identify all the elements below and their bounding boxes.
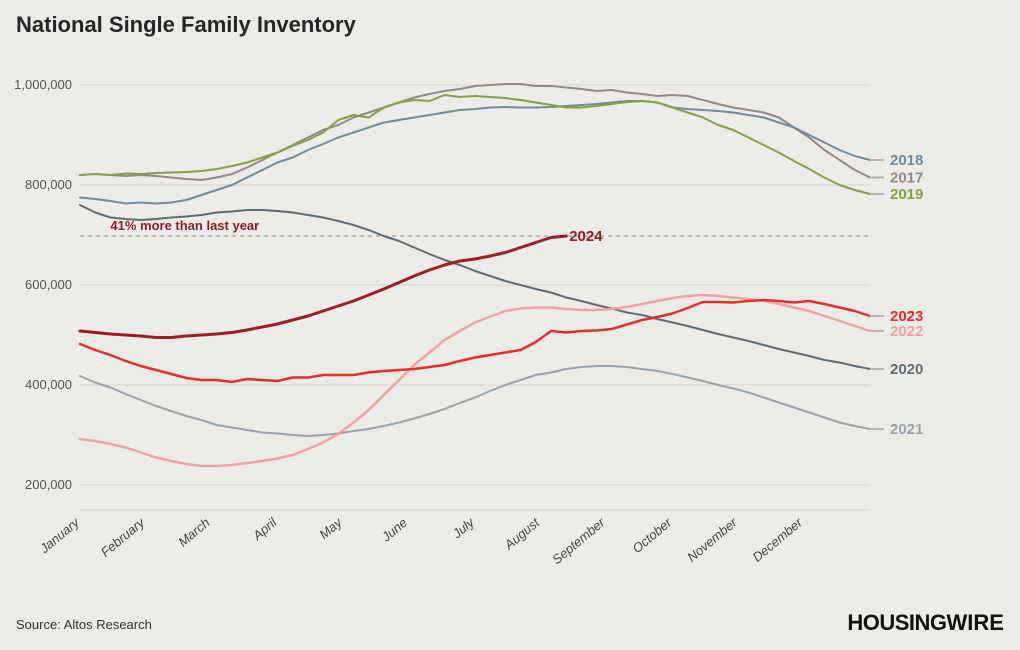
chart-title: National Single Family Inventory <box>16 12 356 38</box>
svg-text:2018: 2018 <box>890 152 923 169</box>
svg-text:October: October <box>629 514 675 556</box>
line-chart: 200,000400,000600,000800,0001,000,000Jan… <box>80 60 1010 630</box>
svg-text:September: September <box>549 514 608 567</box>
svg-text:May: May <box>316 514 346 542</box>
svg-text:July: July <box>449 514 478 542</box>
svg-text:1,000,000: 1,000,000 <box>14 77 72 92</box>
svg-text:800,000: 800,000 <box>25 177 72 192</box>
svg-text:March: March <box>175 515 212 550</box>
svg-text:2020: 2020 <box>890 361 923 378</box>
svg-text:June: June <box>378 515 410 545</box>
svg-text:November: November <box>684 514 740 564</box>
svg-text:April: April <box>249 514 280 544</box>
svg-text:December: December <box>750 514 806 564</box>
svg-text:August: August <box>501 514 543 553</box>
svg-text:2021: 2021 <box>890 421 923 438</box>
svg-text:2019: 2019 <box>890 186 923 203</box>
source-text: Source: Altos Research <box>16 617 152 632</box>
svg-text:2017: 2017 <box>890 170 923 187</box>
svg-text:2024: 2024 <box>569 228 603 245</box>
svg-text:400,000: 400,000 <box>25 377 72 392</box>
svg-text:200,000: 200,000 <box>25 477 72 492</box>
svg-text:600,000: 600,000 <box>25 277 72 292</box>
brand-left: HOUSING <box>847 610 946 635</box>
brand-logo: HOUSINGWIRE <box>847 610 1004 636</box>
svg-text:January: January <box>36 514 83 557</box>
brand-right: WIRE <box>947 610 1004 635</box>
svg-text:February: February <box>98 514 149 560</box>
svg-text:2022: 2022 <box>890 323 923 340</box>
